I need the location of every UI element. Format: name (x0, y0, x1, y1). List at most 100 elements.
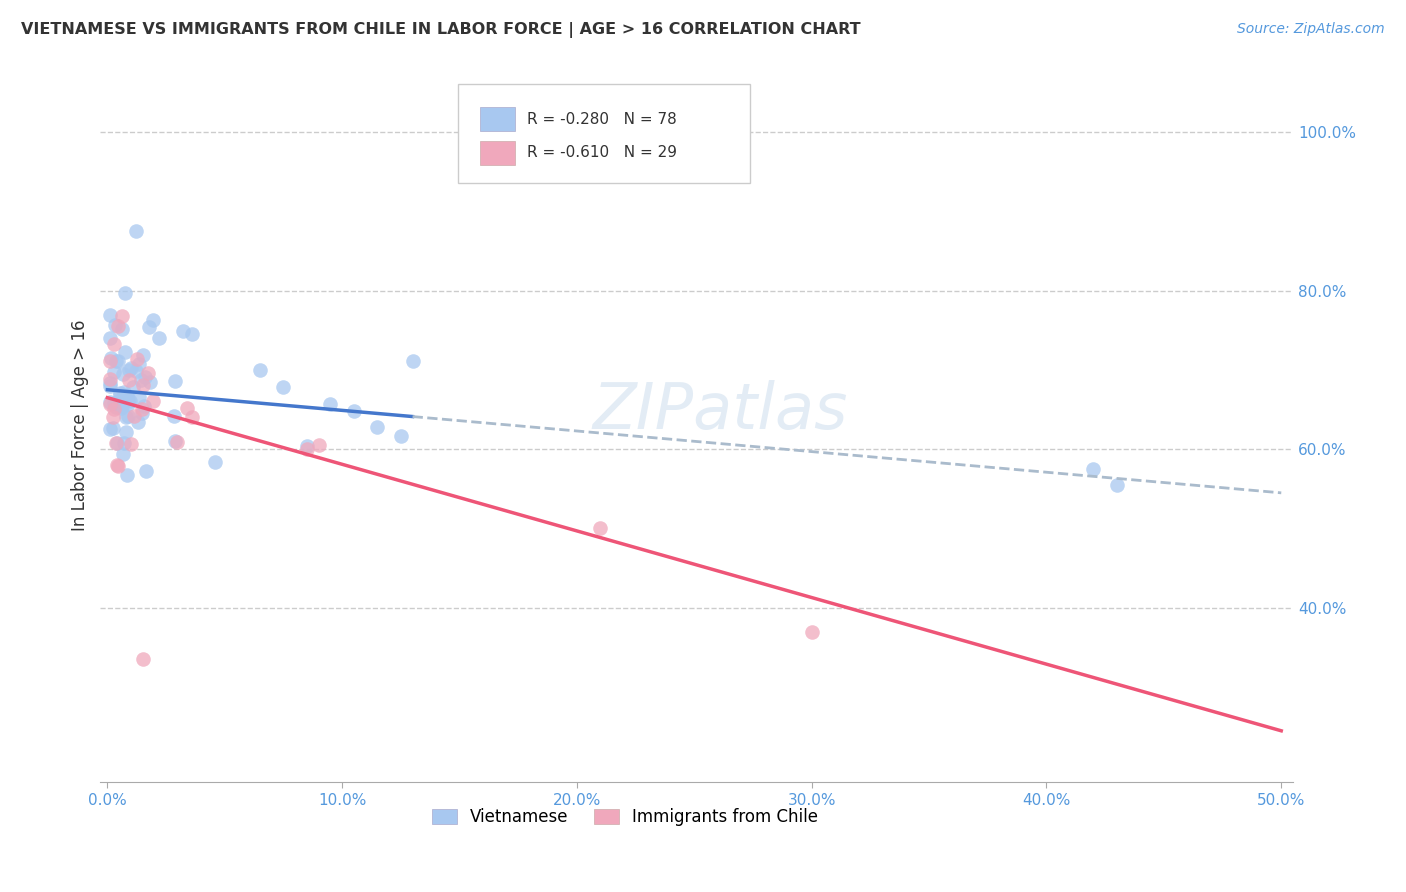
Point (118, 363, 141, 377)
Point (112, 390, 135, 404)
FancyBboxPatch shape (479, 141, 516, 165)
Point (98, 372, 121, 386)
Point (148, 331, 170, 345)
Point (132, 348, 155, 362)
Point (142, 394, 165, 409)
Point (98, 308, 121, 322)
Point (135, 464, 157, 478)
Point (105, 400, 128, 414)
Point (117, 397, 139, 411)
Y-axis label: In Labor Force | Age > 16: In Labor Force | Age > 16 (72, 319, 89, 531)
Point (249, 362, 271, 376)
Point (111, 367, 134, 381)
Text: R = -0.610   N = 29: R = -0.610 N = 29 (527, 145, 678, 161)
Point (1105, 478, 1128, 492)
Point (295, 439, 318, 453)
Point (114, 285, 136, 300)
Point (139, 376, 162, 390)
Point (165, 434, 187, 449)
Point (180, 409, 202, 424)
Point (127, 415, 149, 429)
FancyBboxPatch shape (458, 84, 751, 183)
Point (114, 410, 136, 425)
Point (166, 435, 188, 450)
Point (366, 420, 388, 434)
Point (111, 322, 134, 336)
Point (131, 406, 153, 420)
Text: ZIPatlas: ZIPatlas (593, 380, 848, 442)
Point (120, 360, 142, 375)
Legend: Vietnamese, Immigrants from Chile: Vietnamese, Immigrants from Chile (423, 800, 827, 835)
Point (163, 374, 186, 388)
Point (98, 331, 121, 345)
Point (122, 409, 145, 424)
Point (101, 410, 124, 425)
Point (107, 354, 129, 368)
Point (98, 395, 121, 409)
Point (98, 422, 121, 436)
Point (389, 429, 412, 443)
Point (110, 386, 132, 401)
Point (112, 447, 135, 461)
Point (131, 401, 153, 416)
Point (111, 399, 134, 413)
Text: R = -0.280   N = 78: R = -0.280 N = 78 (527, 112, 678, 127)
Text: VIETNAMESE VS IMMIGRANTS FROM CHILE IN LABOR FORCE | AGE > 16 CORRELATION CHART: VIETNAMESE VS IMMIGRANTS FROM CHILE IN L… (21, 22, 860, 38)
Point (136, 366, 159, 380)
Point (98, 353, 121, 368)
Point (138, 319, 160, 334)
Text: Source: ZipAtlas.com: Source: ZipAtlas.com (1237, 22, 1385, 37)
Point (308, 438, 330, 452)
Point (172, 324, 194, 338)
Point (180, 327, 202, 342)
Point (176, 401, 198, 415)
Point (105, 435, 128, 450)
Point (142, 312, 165, 326)
Point (115, 425, 138, 439)
Point (128, 390, 150, 404)
Point (115, 388, 138, 402)
Point (114, 345, 136, 359)
Point (103, 402, 125, 417)
Point (122, 380, 145, 394)
Point (401, 354, 423, 368)
Point (800, 624, 823, 639)
Point (107, 458, 129, 472)
Point (98, 397, 121, 411)
Point (131, 652, 153, 666)
Point (589, 521, 612, 535)
Point (110, 392, 132, 407)
Point (101, 421, 124, 435)
Point (128, 357, 150, 371)
Point (118, 373, 141, 387)
Point (105, 354, 128, 368)
Point (131, 378, 153, 392)
Point (103, 396, 125, 410)
Point (98, 378, 121, 392)
Point (103, 365, 125, 379)
Point (129, 373, 152, 387)
Point (134, 369, 156, 384)
Point (273, 380, 295, 394)
Point (117, 409, 139, 424)
Point (103, 337, 125, 351)
Point (125, 364, 148, 378)
Point (112, 384, 135, 399)
Point (108, 387, 131, 401)
Point (118, 394, 141, 409)
Point (117, 392, 139, 407)
Point (121, 436, 143, 450)
Point (124, 224, 146, 238)
Point (107, 318, 129, 333)
Point (163, 409, 186, 424)
Point (110, 397, 132, 411)
Point (112, 435, 135, 450)
Point (104, 436, 127, 450)
Point (104, 318, 127, 332)
Point (127, 351, 149, 366)
Point (100, 351, 122, 365)
Point (1083, 462, 1105, 476)
Point (319, 396, 342, 410)
Point (115, 467, 138, 482)
Point (110, 310, 132, 324)
